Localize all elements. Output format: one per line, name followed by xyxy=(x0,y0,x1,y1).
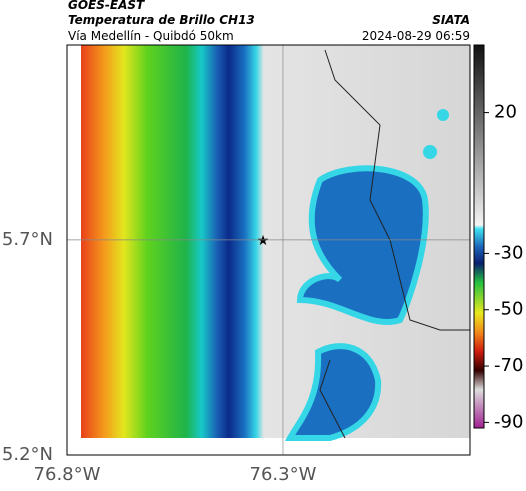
subtitle: Vía Medellín - Quibdó 50km xyxy=(68,29,234,43)
x-tick-label: 76.8°W xyxy=(34,464,101,485)
cloud xyxy=(284,343,382,441)
y-tick-label: 5.2°N xyxy=(2,444,53,465)
y-tick-label: 5.7°N xyxy=(2,229,53,250)
colorbar-tick-label: -50 xyxy=(494,299,523,320)
colorbar-tick-label: 20 xyxy=(494,102,517,123)
cloud xyxy=(437,109,449,121)
credit: SIATA xyxy=(432,13,470,27)
title: Temperatura de Brillo CH13 xyxy=(68,13,255,27)
border xyxy=(324,49,470,331)
x-tick-label: 76.3°W xyxy=(250,464,317,485)
colorbar-tick-label: -70 xyxy=(494,355,523,376)
colorbar-tick-label: -90 xyxy=(494,411,523,432)
colorbar xyxy=(473,44,485,429)
cloud xyxy=(296,165,429,325)
border xyxy=(319,359,346,439)
source: GOES-EAST xyxy=(68,0,145,12)
timestamp: 2024-08-29 06:59 xyxy=(362,29,470,43)
map-border xyxy=(66,44,471,456)
colorbar-tick-label: -30 xyxy=(494,242,523,263)
cloud xyxy=(423,145,437,159)
location-marker: ★ xyxy=(257,233,270,249)
